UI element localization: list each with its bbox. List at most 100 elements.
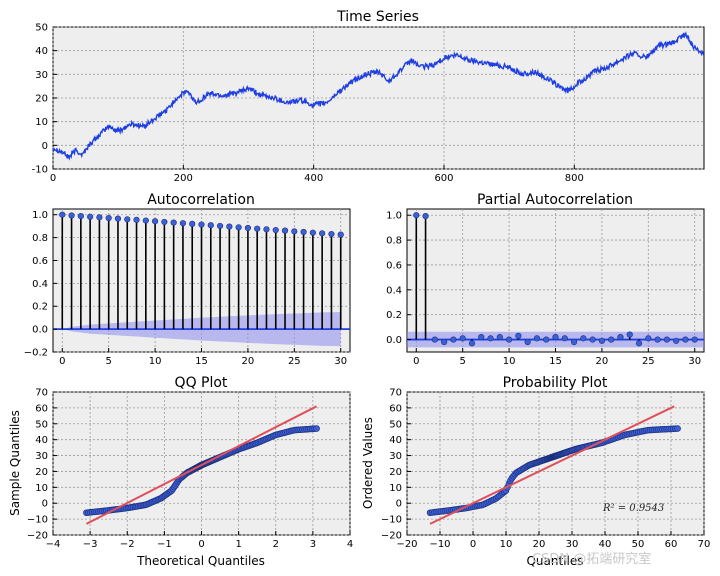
x-tick-label: 20 <box>596 356 609 367</box>
y-tick-label: 0.6 <box>386 260 402 271</box>
acf-panel: 0 5 10 15 20 25 30 −0.2 0.0 0.2 0.4 0.6 0.8 1.0 Autoc… <box>24 192 351 367</box>
y-tick-label: 50 <box>389 419 402 430</box>
qq-grid <box>52 391 351 536</box>
reference-line <box>429 405 675 525</box>
y-tick-label: −20 <box>27 531 48 542</box>
stem-marker-lag-6 <box>114 215 122 222</box>
stem-marker-lag-13 <box>179 220 187 227</box>
qq-title: QQ Plot <box>175 375 228 391</box>
y-tick-label: 30 <box>35 451 48 462</box>
x-tick-label: 30 <box>566 539 579 550</box>
acf-title: Autocorrelation <box>147 192 255 208</box>
stem-marker-lag-19 <box>235 224 242 231</box>
y-tick-label: 0.2 <box>386 310 402 321</box>
reference-line <box>85 405 318 525</box>
x-tick-label: 15 <box>549 356 562 367</box>
y-tick-label: 60 <box>389 403 402 414</box>
stem-marker-lag-11 <box>515 332 522 339</box>
stem-marker-lag-12 <box>524 338 531 346</box>
x-tick-label: 3 <box>310 539 316 550</box>
stem-marker-lag-1 <box>68 212 75 219</box>
stem-marker-lag-5 <box>105 214 112 222</box>
stem-marker-lag-15 <box>198 221 205 228</box>
stem-marker-lag-17 <box>570 338 578 346</box>
y-tick-label: 30 <box>35 70 48 81</box>
stem-marker-lag-14 <box>189 220 196 227</box>
stem-marker-lag-25 <box>645 335 652 342</box>
stem-marker-lag-27 <box>309 229 316 236</box>
stem-marker-lag-7 <box>124 216 131 223</box>
y-tick-label: 50 <box>35 419 48 430</box>
stem-marker-lag-16 <box>561 335 568 342</box>
x-tick-label: 25 <box>288 356 301 367</box>
y-tick-label: 20 <box>35 94 48 105</box>
probability-points <box>426 405 681 525</box>
x-tick-label: 25 <box>642 356 655 367</box>
y-tick-label: −10 <box>27 515 48 526</box>
qq-ylabel: Sample Quantiles <box>8 410 22 516</box>
stem-marker-lag-11 <box>161 218 168 226</box>
y-tick-label: 10 <box>389 483 402 494</box>
stem-marker-lag-24 <box>635 340 643 347</box>
y-tick-label: 20 <box>35 467 48 478</box>
pacf-panel: 0 5 10 15 20 25 30 0.0 0.2 0.4 0.6 0.8 1.0 Partial A… <box>386 192 705 367</box>
pacf-ticks: 0 5 10 15 20 25 30 0.0 0.2 0.4 0.6 0.8 1.0 <box>386 211 701 367</box>
stem-marker-lag-23 <box>626 331 633 338</box>
y-tick-label: 10 <box>35 117 48 128</box>
x-tick-label: 0 <box>470 539 476 550</box>
y-tick-label: 0.0 <box>386 335 402 346</box>
x-tick-label: 5 <box>460 356 466 367</box>
x-tick-label: −20 <box>396 539 417 550</box>
y-tick-label: 40 <box>35 46 48 57</box>
y-tick-label: 1.0 <box>32 210 48 221</box>
x-tick-label: −10 <box>429 539 450 550</box>
y-tick-label: 40 <box>35 435 48 446</box>
stem-marker-lag-6 <box>468 340 476 347</box>
r-squared-annotation: R² = 0.9543 <box>602 503 664 514</box>
stem-marker-lag-23 <box>272 226 279 234</box>
y-tick-label: -10 <box>32 165 48 176</box>
stem-marker-lag-12 <box>170 219 177 226</box>
quantile-point <box>313 425 320 432</box>
stem-marker-lag-10 <box>151 218 159 225</box>
time-series-line <box>52 31 705 161</box>
x-tick-label: −1 <box>157 539 172 550</box>
stem-marker-lag-30 <box>337 231 344 238</box>
stem-marker-lag-3 <box>87 213 94 220</box>
x-tick-label: 60 <box>665 539 678 550</box>
x-tick-label: 0 <box>50 173 56 184</box>
x-tick-label: 5 <box>106 356 112 367</box>
stem-marker-lag-8 <box>133 216 140 223</box>
x-tick-label: 15 <box>195 356 208 367</box>
stem-marker-lag-26 <box>654 336 661 343</box>
y-tick-label: −20 <box>381 531 402 542</box>
stem-marker-lag-26 <box>300 228 307 236</box>
probability-title: Probability Plot <box>503 375 608 391</box>
stem-marker-lag-29 <box>682 336 689 343</box>
qq-xlabel: Theoretical Quantiles <box>136 554 265 568</box>
x-tick-label: 0 <box>198 539 204 550</box>
x-tick-label: 800 <box>565 173 584 184</box>
quantile-point <box>674 425 681 432</box>
stem-marker-lag-17 <box>216 222 224 230</box>
stem-marker-lag-18 <box>226 223 233 230</box>
x-tick-label: 2 <box>273 539 279 550</box>
stem-marker-lag-20 <box>244 224 252 232</box>
pacf-frame <box>406 208 705 353</box>
stem-marker-lag-7 <box>478 333 485 341</box>
y-tick-label: 40 <box>389 435 402 446</box>
stem-marker-lag-29 <box>328 230 335 238</box>
stem-marker-lag-0 <box>59 211 66 218</box>
time-series-title: Time Series <box>336 9 419 25</box>
x-tick-label: 20 <box>242 356 255 367</box>
stem-marker-lag-14 <box>543 336 550 343</box>
stem-marker-lag-19 <box>589 336 596 343</box>
stem-marker-lag-5 <box>459 335 466 342</box>
pacf-stems <box>407 212 704 348</box>
x-tick-label: 200 <box>174 173 193 184</box>
stem-marker-lag-22 <box>263 226 270 233</box>
x-tick-label: −4 <box>46 539 61 550</box>
